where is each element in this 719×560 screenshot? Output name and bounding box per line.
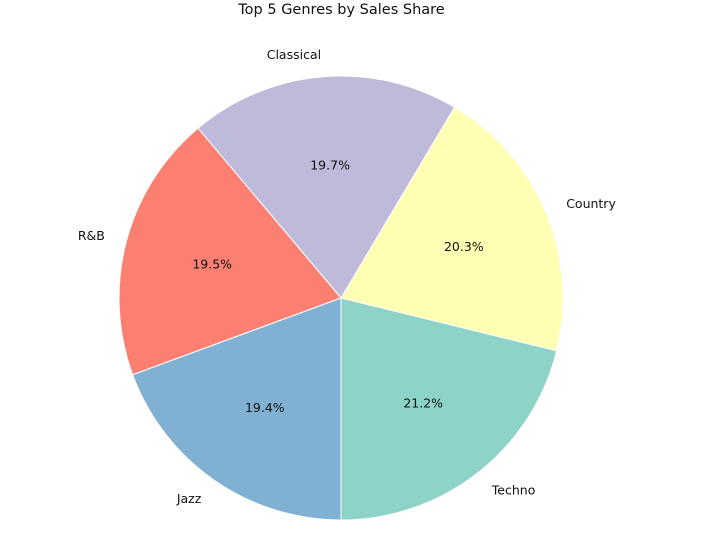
slice-category-label: Classical xyxy=(267,47,321,62)
pie-slice-country xyxy=(340,106,564,352)
pie-slice-techno xyxy=(340,297,558,521)
slice-category-label: Country xyxy=(566,196,616,211)
slice-percent-label: 19.4% xyxy=(245,400,285,415)
pie-slice-classical xyxy=(197,75,456,299)
slice-category-label: Jazz xyxy=(176,491,202,506)
slice-percent-label: 20.3% xyxy=(444,239,484,254)
pie-slice-r-b xyxy=(118,127,342,376)
slice-percent-label: 19.5% xyxy=(192,256,232,271)
slice-category-label: R&B xyxy=(78,228,105,243)
slice-percent-label: 21.2% xyxy=(403,395,443,410)
slice-category-label: Techno xyxy=(491,483,536,498)
pie-slice-jazz xyxy=(132,297,342,521)
chart-title: Top 5 Genres by Sales Share xyxy=(238,2,445,18)
slice-percent-label: 19.7% xyxy=(310,158,350,173)
